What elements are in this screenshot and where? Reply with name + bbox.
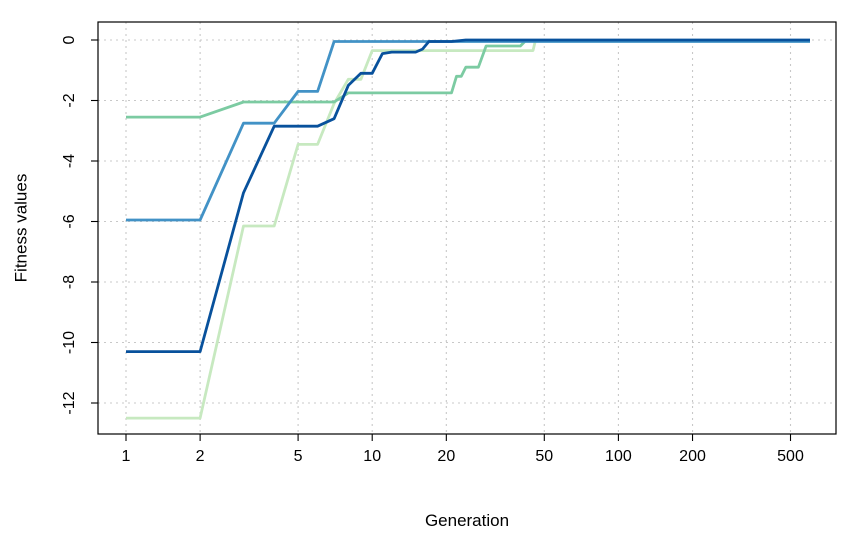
x-tick-label: 10: [363, 448, 381, 465]
x-tick-label: 500: [777, 448, 804, 465]
axes: 1 2 5 10 20 50 100 200 500 0 -2 -4 -6 -8 -10 -12: [61, 35, 804, 465]
x-axis-title: Generation: [425, 511, 509, 530]
series-line-3: [126, 40, 810, 222]
x-tick-label: 100: [605, 448, 632, 465]
series-line-2: [126, 39, 810, 119]
y-tick-label: -10: [61, 331, 78, 354]
x-tick-label: 2: [196, 448, 205, 465]
y-tick-label: -4: [61, 154, 78, 168]
y-tick-label: -12: [61, 391, 78, 414]
series-lines: [126, 38, 810, 420]
x-tick-label: 200: [679, 448, 706, 465]
series-line-4: [126, 38, 810, 353]
x-tick-label: 20: [437, 448, 455, 465]
y-tick-label: 0: [61, 35, 78, 44]
gridlines: [98, 22, 836, 434]
series-line-1: [126, 39, 810, 420]
plot-frame: [97, 21, 837, 435]
y-axis-title: Fitness values: [11, 174, 30, 283]
y-tick-label: -8: [61, 275, 78, 289]
x-tick-label: 1: [122, 448, 131, 465]
x-tick-label: 50: [535, 448, 553, 465]
y-tick-label: -2: [61, 93, 78, 107]
y-tick-label: -6: [61, 214, 78, 228]
x-tick-label: 5: [294, 448, 303, 465]
